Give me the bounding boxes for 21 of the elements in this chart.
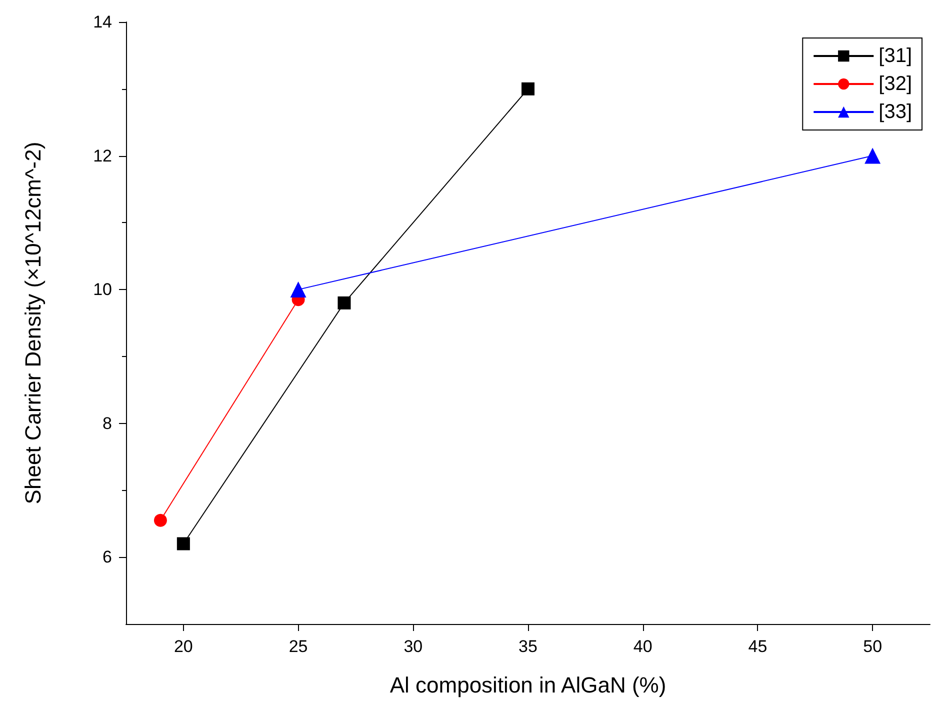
x-tick-label: 45	[748, 637, 768, 656]
point	[176, 537, 190, 550]
point	[338, 296, 351, 310]
y-tick-label: 10	[93, 280, 112, 300]
y-tick-label: 6	[102, 548, 112, 567]
y-axis-title: Sheet Carrier Density (×10^12cm^-2)	[20, 142, 46, 504]
legend-label: [33]	[878, 101, 912, 123]
x-tick-label: 40	[633, 637, 652, 656]
point	[154, 514, 167, 527]
legend-label: [31]	[878, 45, 912, 67]
x-tick-label: 50	[863, 637, 882, 656]
legend-label: [32]	[878, 73, 912, 95]
x-tick-label: 20	[174, 637, 193, 656]
point	[522, 82, 534, 96]
x-axis-title: Al composition in AlGaN (%)	[390, 672, 666, 698]
y-tick-label: 8	[102, 414, 112, 433]
y-tick-label: 14	[93, 12, 112, 32]
x-tick-label: 25	[288, 637, 308, 656]
x-tick-label: 35	[518, 637, 538, 656]
x-tick-label: 30	[404, 637, 423, 656]
y-tick-label: 12	[93, 146, 112, 166]
